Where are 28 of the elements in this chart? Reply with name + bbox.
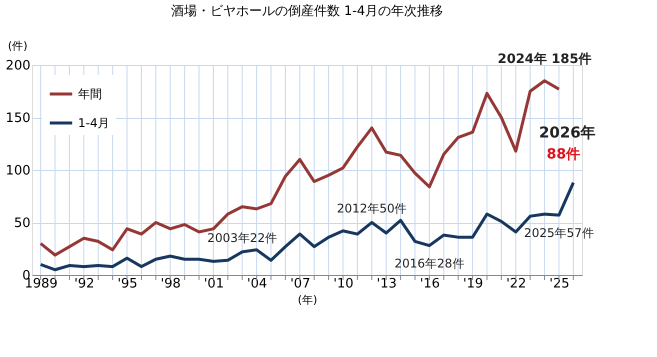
x-tick-label: '98 (160, 276, 181, 292)
y-tick-label: 50 (14, 216, 30, 231)
legend-label: 1-4月 (78, 116, 110, 130)
annotation: 2016年28件 (394, 256, 464, 271)
x-tick-label: '04 (247, 276, 268, 292)
y-axis-title: (件) (8, 40, 28, 52)
annotation: 88件 (546, 146, 580, 163)
x-tick-label: '25 (549, 276, 570, 292)
annotation: 2012年50件 (336, 202, 407, 216)
y-tick-label: 150 (6, 111, 30, 126)
x-tick-label: '10 (333, 276, 354, 292)
annotation: 2024年 185件 (498, 52, 592, 67)
legend-label: 年間 (78, 87, 102, 101)
x-tick-label: '19 (463, 276, 484, 292)
annotation: 2026年 (538, 124, 596, 142)
y-tick-label: 100 (6, 164, 30, 178)
x-tick-label: '13 (376, 276, 397, 292)
x-tick-label: '22 (506, 276, 526, 292)
x-tick-label: '92 (74, 276, 94, 292)
chart-title: 酒場・ビヤホールの倒産件数 1-4月の年次推移 (170, 3, 444, 19)
x-tick-label: '01 (204, 276, 224, 292)
x-axis-title: (年) (298, 294, 318, 306)
annotation: 2025年57件 (524, 226, 594, 240)
y-tick-label: 200 (6, 58, 30, 74)
x-tick-label: '16 (420, 276, 440, 292)
annotation: 2003年22件 (207, 230, 278, 245)
x-tick-label: '95 (117, 276, 138, 292)
x-tick-label: '07 (290, 276, 310, 292)
